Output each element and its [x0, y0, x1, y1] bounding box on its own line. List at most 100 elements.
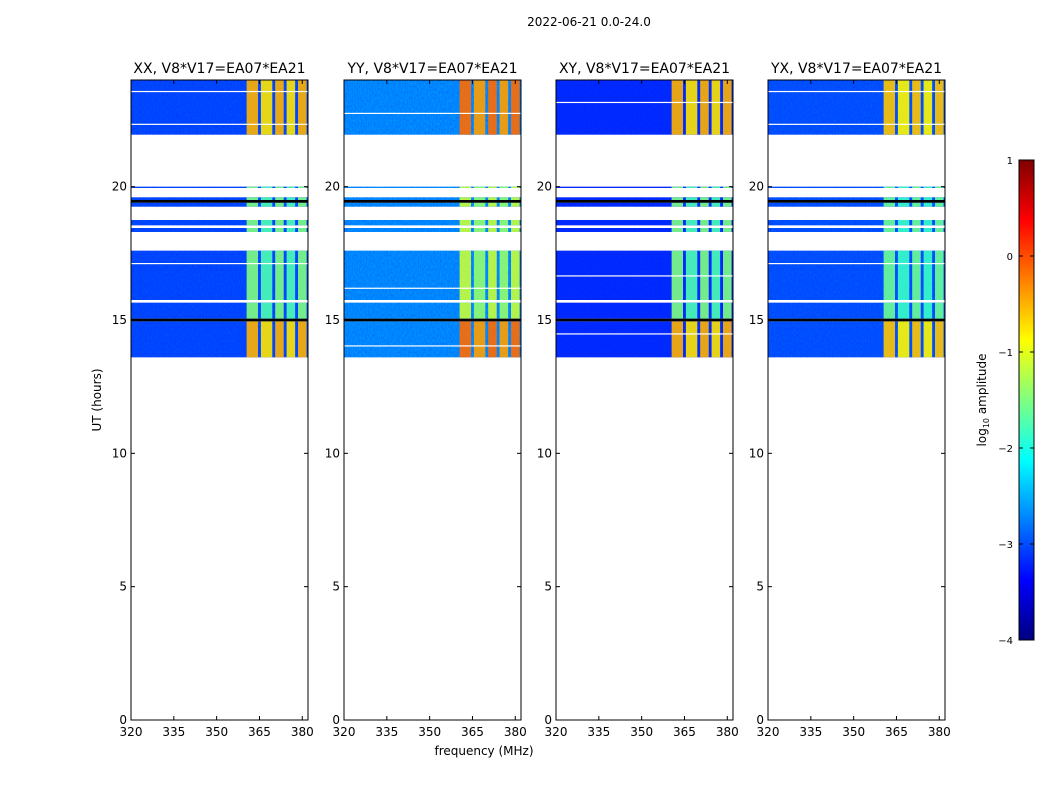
rfi-cell: [488, 197, 497, 200]
rfi-cell: [286, 80, 296, 135]
data-band-noise: [556, 220, 733, 226]
rfi-cell: [260, 321, 273, 358]
rfi-cell: [286, 302, 296, 319]
x-tick-label: 320: [545, 725, 568, 739]
colorbar: 1 0 −1 −2 −3 −4 log10 amplitude: [975, 156, 1035, 647]
rfi-cell: [459, 220, 472, 226]
x-tick-label: 380: [291, 725, 314, 739]
rfi-cell: [912, 186, 921, 188]
rfi-cell: [260, 228, 273, 232]
y-tick-label: 10: [325, 446, 340, 460]
rfi-cell: [723, 220, 732, 226]
rfi-cell: [499, 321, 509, 358]
rfi-cell: [671, 228, 684, 232]
rfi-cell: [700, 202, 709, 207]
rfi-cell: [275, 250, 284, 300]
rfi-cell: [298, 80, 307, 135]
rfi-cell: [700, 186, 709, 188]
x-tick-label: 335: [162, 725, 185, 739]
x-tick-label: 365: [673, 725, 696, 739]
rfi-cell: [883, 302, 896, 319]
rfi-cell: [912, 220, 921, 226]
rfi-cell: [298, 250, 307, 300]
rfi-cell: [511, 197, 520, 200]
flag-gap: [768, 123, 945, 125]
rfi-cell: [700, 321, 709, 358]
rfi-cell: [488, 302, 497, 319]
rfi-cell: [685, 302, 698, 319]
rfi-cell: [275, 202, 284, 207]
rfi-cell: [883, 228, 896, 232]
rfi-cell: [935, 220, 944, 226]
rfi-cell: [246, 321, 259, 358]
rfi-cell: [897, 80, 910, 135]
rfi-cell: [260, 197, 273, 200]
y-tick-label: 0: [332, 713, 340, 727]
rfi-cell: [935, 197, 944, 200]
rfi-cell: [275, 80, 284, 135]
data-band-noise: [131, 228, 308, 232]
y-tick-label: 0: [756, 713, 764, 727]
flag-gap: [556, 333, 733, 335]
rfi-cell: [883, 321, 896, 358]
y-tick-label: 5: [332, 580, 340, 594]
colorbar-tick-label: −1: [998, 348, 1013, 359]
x-tick-label: 320: [120, 725, 143, 739]
rfi-cell: [935, 302, 944, 319]
rfi-cell: [685, 197, 698, 200]
rfi-cell: [700, 197, 709, 200]
flag-gap: [344, 345, 521, 347]
rfi-cell: [912, 80, 921, 135]
flagged-band: [556, 200, 733, 203]
y-tick-label: 5: [119, 580, 127, 594]
colorbar-tick-label: −2: [998, 444, 1013, 455]
figure-title: 2022-06-21 0.0-24.0: [527, 15, 651, 29]
rfi-cell: [923, 321, 933, 358]
rfi-cell: [923, 80, 933, 135]
data-band-noise: [556, 228, 733, 232]
panel-yy: YY, V8*V17=EA07*EA21 320 335 350 365 380 0 5 10 1…: [325, 61, 527, 739]
rfi-cell: [923, 220, 933, 226]
y-tick-label: 0: [544, 713, 552, 727]
flag-gap: [768, 90, 945, 93]
rfi-cell: [923, 250, 933, 300]
rfi-cell: [499, 197, 509, 200]
y-tick-label: 10: [749, 446, 764, 460]
y-tick-label: 15: [749, 313, 764, 327]
rfi-cell: [260, 80, 273, 135]
rfi-cell: [671, 197, 684, 200]
rfi-cell: [459, 321, 472, 358]
rfi-cell: [286, 321, 296, 358]
rfi-cell: [499, 302, 509, 319]
rfi-cell: [711, 220, 721, 226]
rfi-cell: [897, 302, 910, 319]
flagged-band: [556, 318, 733, 322]
y-tick-label: 20: [325, 180, 340, 194]
rfi-cell: [275, 302, 284, 319]
rfi-cell: [246, 250, 259, 300]
rfi-cell: [473, 202, 486, 207]
rfi-cell: [488, 321, 497, 358]
rfi-cell: [711, 80, 721, 135]
rfi-cell: [912, 250, 921, 300]
rfi-cell: [473, 321, 486, 358]
y-tick-label: 15: [537, 313, 552, 327]
x-tick-label: 380: [928, 725, 951, 739]
flagged-band: [131, 318, 308, 322]
rfi-cell: [246, 202, 259, 207]
flag-gap: [768, 263, 945, 265]
rfi-cell: [897, 186, 910, 188]
rfi-cell: [473, 302, 486, 319]
rfi-cell: [511, 302, 520, 319]
x-tick-label: 335: [375, 725, 398, 739]
rfi-cell: [298, 197, 307, 200]
rfi-cell: [286, 250, 296, 300]
rfi-cell: [473, 228, 486, 232]
rfi-cell: [883, 250, 896, 300]
rfi-cell: [897, 202, 910, 207]
rfi-cell: [935, 321, 944, 358]
rfi-cell: [473, 250, 486, 300]
y-axis-label: UT (hours): [90, 368, 104, 431]
data-band-noise: [768, 186, 945, 188]
rfi-cell: [897, 321, 910, 358]
